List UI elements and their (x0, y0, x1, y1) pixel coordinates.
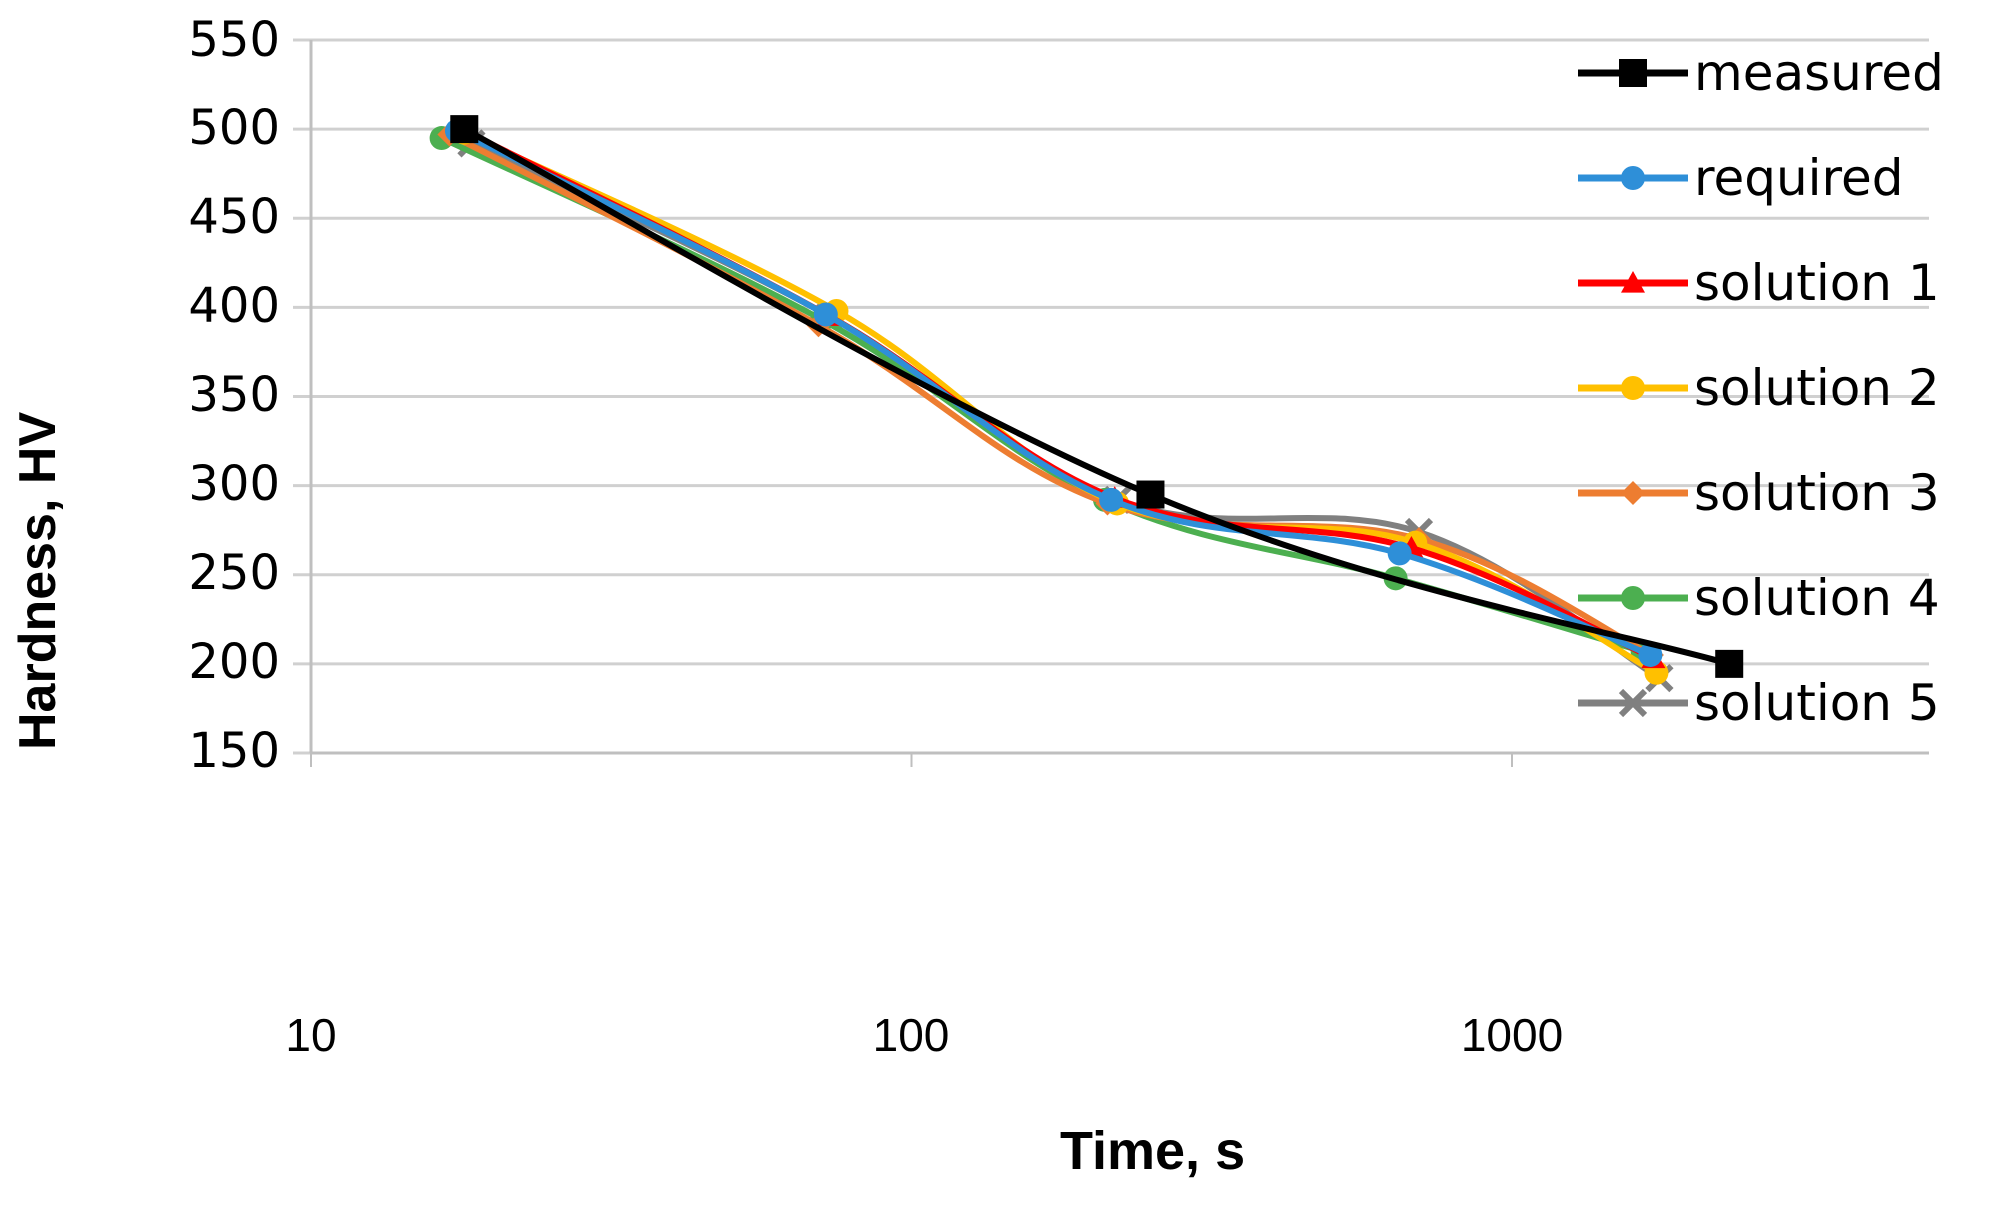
circle-marker-icon (1621, 375, 1645, 400)
series-solution-2 (452, 120, 1669, 685)
legend-item-solution-4: solution 4 (1578, 545, 1988, 650)
x-tick-label: 100 (872, 1009, 950, 1061)
series-solution-1 (449, 117, 1666, 669)
series-required (444, 118, 1663, 667)
legend-label: measured (1694, 43, 1944, 102)
circle-marker-icon (1621, 585, 1645, 610)
x-axis-title: Time, s (1060, 1121, 1246, 1181)
legend: measured required solution 1 solution 2 … (1578, 20, 1988, 755)
square-marker-icon (1619, 58, 1647, 87)
legend-item-solution-1: solution 1 (1578, 230, 1988, 335)
square-marker-icon (1715, 649, 1744, 678)
square-marker-icon (450, 115, 479, 144)
y-tick-label: 250 (188, 545, 280, 601)
x-marker-icon (1578, 688, 1688, 717)
series-line (461, 129, 1660, 676)
circle-marker-icon (1099, 487, 1124, 512)
circle-marker-icon (1578, 165, 1688, 190)
legend-label: solution 2 (1694, 358, 1940, 417)
legend-label: solution 3 (1694, 463, 1940, 522)
square-marker-icon (1578, 58, 1688, 87)
series-line (453, 127, 1654, 658)
triangle-marker-icon (1578, 270, 1688, 293)
y-tick-label: 550 (188, 12, 280, 68)
legend-item-solution-5: solution 5 (1578, 650, 1988, 755)
circle-marker-icon (813, 302, 838, 327)
legend-item-solution-2: solution 2 (1578, 335, 1988, 440)
y-tick-label: 150 (188, 723, 280, 779)
legend-item-measured: measured (1578, 20, 1988, 125)
legend-label: solution 5 (1694, 673, 1940, 732)
y-axis-title: Hardness, HV (9, 411, 67, 750)
y-tick-label: 350 (188, 367, 280, 423)
y-tick-label: 500 (188, 100, 280, 156)
y-tick-label: 400 (188, 278, 280, 334)
y-tick-label: 300 (188, 456, 280, 512)
legend-item-required: required (1578, 125, 1988, 230)
circle-marker-icon (1638, 642, 1663, 667)
x-tick-label: 1000 (1460, 1009, 1564, 1061)
y-tick-label: 200 (188, 634, 280, 690)
x-marker-icon (1618, 688, 1648, 717)
circle-marker-icon (1578, 375, 1688, 400)
circle-marker-icon (1578, 585, 1688, 610)
legend-label: required (1694, 148, 1904, 207)
legend-item-solution-3: solution 3 (1578, 440, 1988, 545)
legend-label: solution 1 (1694, 253, 1940, 312)
triangle-marker-icon (1621, 270, 1645, 293)
y-tick-label: 450 (188, 189, 280, 245)
legend-label: solution 4 (1694, 568, 1940, 627)
circle-marker-icon (1621, 165, 1645, 190)
x-tick-label: 10 (285, 1009, 337, 1061)
series-measured (450, 115, 1744, 678)
diamond-marker-icon (1621, 480, 1645, 505)
diamond-marker-icon (1578, 480, 1688, 505)
circle-marker-icon (1387, 541, 1412, 566)
square-marker-icon (1136, 480, 1165, 509)
